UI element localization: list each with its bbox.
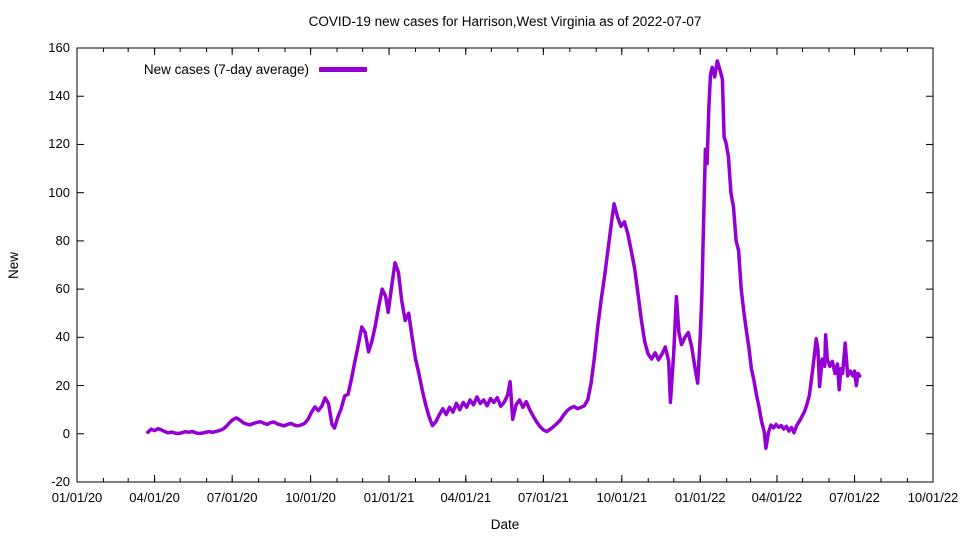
- x-axis-label: Date: [490, 517, 520, 532]
- x-tick-label: 10/01/21: [596, 490, 648, 505]
- y-tick-label: 140: [48, 88, 70, 104]
- y-tick-label: 60: [55, 281, 70, 297]
- x-tick-label: 07/01/22: [829, 490, 880, 505]
- y-tick-label: 120: [48, 136, 70, 152]
- y-tick-label: 40: [55, 329, 70, 345]
- plot-border: [76, 47, 934, 483]
- new-cases-line: [146, 59, 862, 450]
- x-tick-label: 10/01/22: [907, 490, 959, 505]
- y-tick-label: -20: [51, 474, 70, 489]
- y-axis-label-wrap: New: [0, 48, 28, 482]
- x-tick-label: 07/01/21: [518, 490, 569, 505]
- x-tick-label: 04/01/21: [440, 490, 492, 505]
- y-tick-label: 20: [55, 377, 70, 393]
- y-axis-label: New: [6, 251, 22, 279]
- chart-title: COVID-19 new cases for Harrison,West Vir…: [308, 14, 702, 29]
- y-tick-label: 80: [55, 232, 70, 248]
- legend-label: New cases (7-day average): [143, 62, 309, 77]
- x-tick-label: 01/01/22: [674, 490, 726, 505]
- x-tick-label: 04/01/20: [129, 490, 180, 505]
- y-tick-label: 100: [48, 184, 70, 200]
- legend: New cases (7-day average): [77, 62, 367, 77]
- x-tick-label: 07/01/20: [206, 490, 258, 505]
- x-tick-label: 04/01/22: [751, 490, 803, 505]
- x-tick-label: 01/01/21: [363, 490, 415, 505]
- x-tick-label: 01/01/20: [51, 490, 103, 505]
- x-tick-label: 10/01/20: [285, 490, 336, 505]
- y-tick-label: 160: [48, 40, 70, 55]
- y-tick-label: 0: [62, 425, 70, 441]
- legend-line-swatch: [319, 67, 367, 72]
